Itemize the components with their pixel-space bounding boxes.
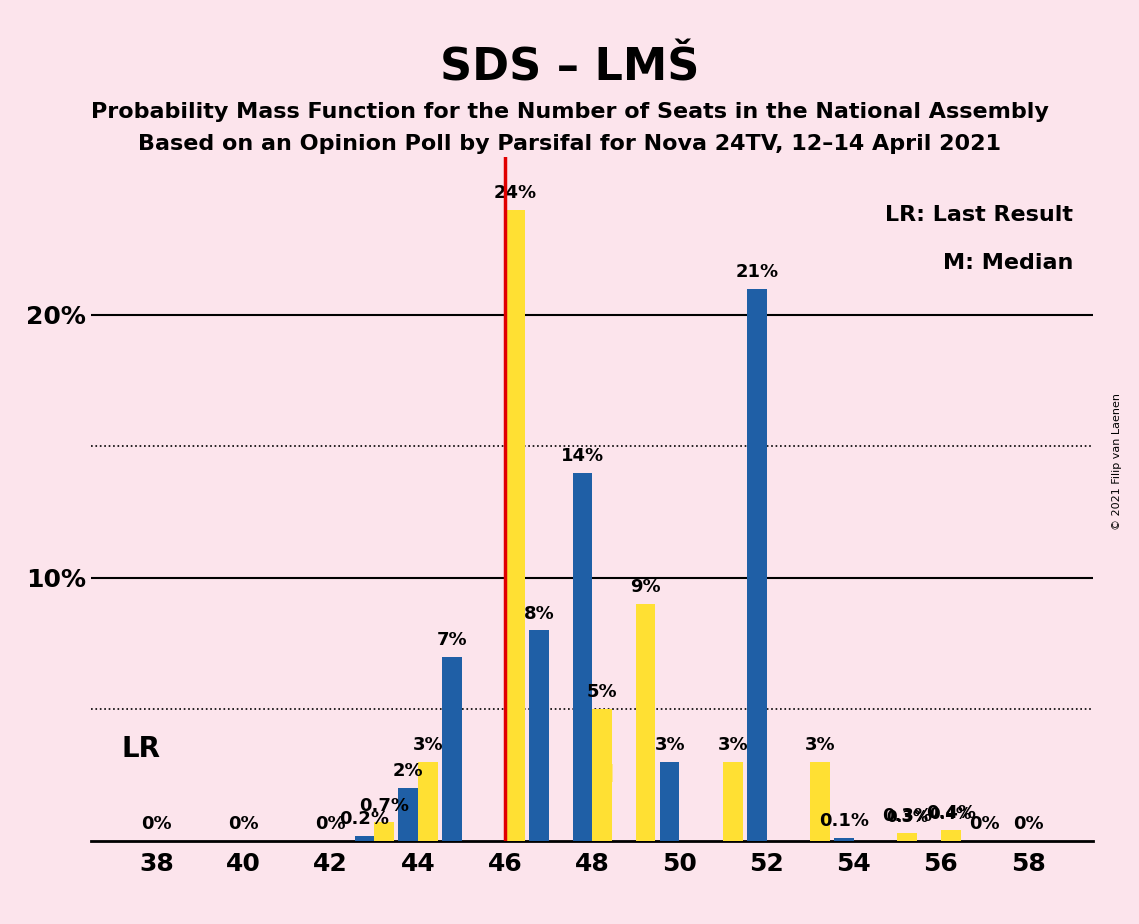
Bar [834,838,854,841]
Text: 3%: 3% [412,736,443,754]
Text: 0.2%: 0.2% [339,809,390,828]
Text: 0.4%: 0.4% [929,808,972,822]
Bar [399,788,418,841]
Text: 0%: 0% [228,815,259,833]
Bar [592,710,612,841]
Bar [636,604,655,841]
Text: 0%: 0% [1013,815,1043,833]
Bar [442,657,461,841]
Text: Based on an Opinion Poll by Parsifal for Nova 24TV, 12–14 April 2021: Based on an Opinion Poll by Parsifal for… [138,134,1001,154]
Text: 3%: 3% [718,736,748,754]
Bar [723,762,743,841]
Bar [530,630,549,841]
Text: 0.1%: 0.1% [819,812,869,831]
Text: 0.3%: 0.3% [886,810,928,825]
Text: 0.3%: 0.3% [882,807,932,825]
Text: LR: LR [122,735,161,763]
Text: Probability Mass Function for the Number of Seats in the National Assembly: Probability Mass Function for the Number… [91,102,1048,122]
Bar [418,762,437,841]
Text: 0%: 0% [141,815,172,833]
Bar [573,473,592,841]
Text: M: M [590,763,614,787]
Bar [354,835,375,841]
Bar [505,210,525,841]
Text: 0%: 0% [969,815,1000,833]
Text: 0.4%: 0.4% [926,805,976,822]
Text: 3%: 3% [654,736,685,754]
Text: © 2021 Filip van Laenen: © 2021 Filip van Laenen [1112,394,1122,530]
Text: 8%: 8% [524,604,555,623]
Text: 14%: 14% [560,447,604,465]
Bar [810,762,830,841]
Bar [941,831,960,841]
Text: 2%: 2% [393,762,424,781]
Bar [747,288,767,841]
Text: 5%: 5% [587,684,617,701]
Bar [659,762,680,841]
Text: 21%: 21% [736,262,778,281]
Bar [375,822,394,841]
Text: 0.7%: 0.7% [359,796,409,815]
Text: 0%: 0% [316,815,346,833]
Text: 9%: 9% [630,578,661,596]
Bar [898,833,917,841]
Text: 24%: 24% [493,184,536,201]
Text: SDS – LMŠ: SDS – LMŠ [440,46,699,90]
Text: M: Median: M: Median [943,253,1073,273]
Text: 3%: 3% [804,736,835,754]
Text: 7%: 7% [436,631,467,649]
Text: LR: Last Result: LR: Last Result [885,205,1073,225]
